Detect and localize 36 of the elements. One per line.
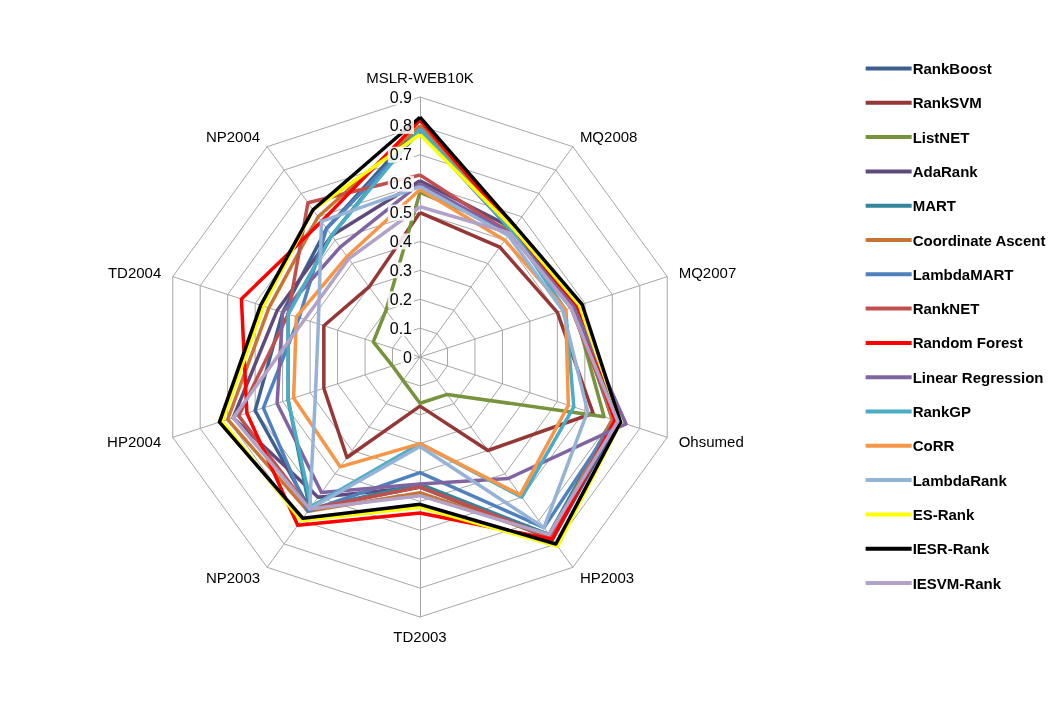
- spoke-label: HP2003: [579, 568, 635, 586]
- spoke-label: TD2004: [107, 264, 162, 282]
- legend-label: Linear Regression: [912, 368, 1044, 386]
- legend-label: RankNET: [912, 300, 980, 318]
- legend-label: RankSVM: [912, 94, 982, 112]
- y-tick-label: 0.2: [389, 290, 413, 308]
- legend-label: ListNET: [912, 128, 970, 146]
- legend-label: Coordinate Ascent: [912, 231, 1046, 249]
- y-tick-label: 0.8: [389, 117, 413, 135]
- legend-label: RankGP: [912, 403, 972, 420]
- y-tick-label: 0.1: [389, 319, 413, 337]
- y-tick-label: 0.6: [389, 175, 413, 193]
- y-tick-label: 0: [403, 348, 413, 366]
- y-tick-label: 0.3: [389, 261, 413, 279]
- spoke-label: NP2003: [205, 568, 261, 586]
- spoke-label: Ohsumed: [678, 432, 744, 450]
- legend-label: LambdaMART: [912, 265, 1014, 283]
- legend-label: LambdaRank: [912, 471, 1008, 489]
- spoke-label: HP2004: [107, 432, 162, 450]
- y-tick-label: 0.7: [389, 146, 413, 164]
- legend-label: MART: [912, 197, 956, 215]
- spoke-label: NP2004: [205, 128, 261, 146]
- legend-label: IESVM-Rank: [912, 574, 1002, 592]
- y-tick-label: 0.5: [389, 204, 413, 222]
- legend-label: Random Forest: [912, 334, 1023, 352]
- spoke-label: MSLR-WEB10K: [366, 69, 474, 86]
- y-tick-label: 0.9: [389, 88, 413, 106]
- legend-label: ES-Rank: [912, 505, 975, 523]
- spoke-label: MQ2008: [579, 128, 638, 146]
- legend-label: IESR-Rank: [912, 540, 990, 558]
- spoke-label: TD2003: [393, 628, 447, 645]
- legend-label: AdaRank: [912, 162, 979, 180]
- legend-label: CoRR: [912, 437, 955, 455]
- y-tick-label: 0.4: [389, 232, 413, 250]
- spoke-label: MQ2007: [678, 264, 737, 282]
- legend-label: RankBoost: [912, 60, 992, 77]
